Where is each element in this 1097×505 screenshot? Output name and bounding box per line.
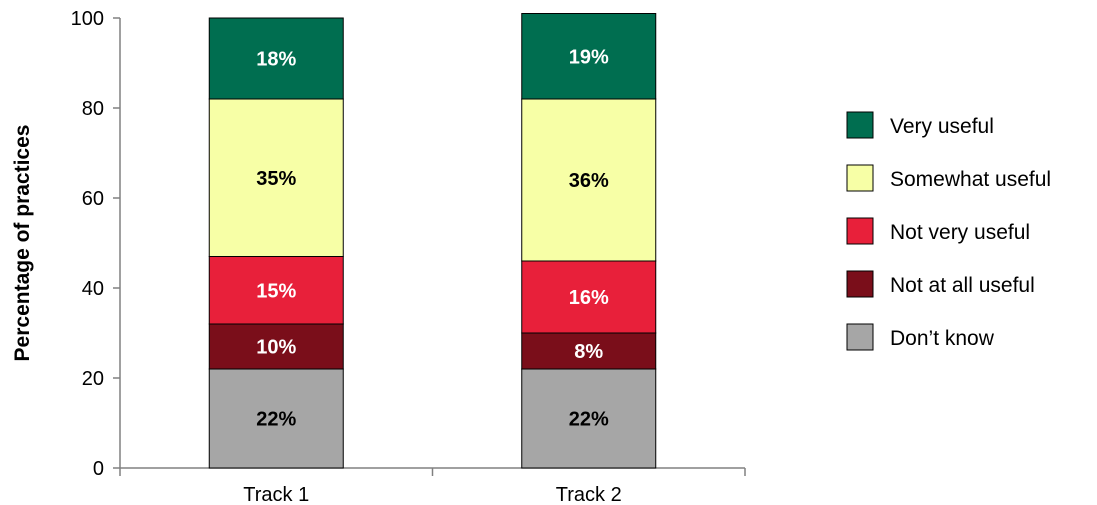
- data-label: 22%: [256, 409, 296, 431]
- data-label: 16%: [569, 287, 609, 309]
- legend-label: Not at all useful: [890, 274, 1035, 297]
- data-label: 22%: [569, 409, 609, 431]
- x-tick-label: Track 2: [556, 484, 622, 505]
- x-tick-label: Track 1: [243, 484, 309, 505]
- data-label: 36%: [569, 170, 609, 192]
- legend-swatch: [846, 217, 874, 245]
- bar-segment: [521, 13, 657, 100]
- legend-label: Very useful: [890, 115, 994, 138]
- bar-segment: [208, 17, 344, 100]
- bar-segment: [521, 368, 657, 469]
- bar-segment: [208, 98, 344, 257]
- x-tick-labels: Track 1 Track 2: [243, 484, 621, 505]
- legend-swatch: [846, 270, 874, 298]
- y-tick-label: 0: [93, 458, 104, 480]
- data-label: 18%: [256, 49, 296, 71]
- data-label: 19%: [569, 46, 609, 68]
- y-tick-label: 80: [82, 98, 104, 120]
- legend-label: Don’t know: [890, 327, 995, 350]
- bar-segment: [521, 260, 657, 334]
- legend-swatch: [846, 323, 874, 351]
- y-tick-label: 100: [71, 8, 104, 30]
- legend-label: Not very useful: [890, 221, 1030, 244]
- bar-segment: [208, 368, 344, 469]
- legend-label: Somewhat useful: [890, 168, 1051, 191]
- data-label: 10%: [256, 337, 296, 359]
- y-tick-label: 60: [82, 188, 104, 210]
- data-label: 35%: [256, 168, 296, 190]
- bar-segment: [208, 323, 344, 370]
- bar-segment: [521, 98, 657, 262]
- bar-segment: [208, 256, 344, 325]
- data-label: 15%: [256, 280, 296, 302]
- y-axis-label: Percentage of practices: [11, 125, 34, 362]
- y-tick-label: 20: [82, 368, 104, 390]
- y-tick-label: 40: [82, 278, 104, 300]
- data-label: 8%: [574, 341, 603, 363]
- legend-swatch: [846, 111, 874, 139]
- bar-segment: [521, 332, 657, 370]
- legend-swatch: [846, 164, 874, 192]
- bars: 22% 10% 15% 35% 18% 22% 8% 16% 36% 19%: [208, 13, 657, 469]
- legend: Very useful Somewhat useful Not very usefu…: [846, 111, 1051, 351]
